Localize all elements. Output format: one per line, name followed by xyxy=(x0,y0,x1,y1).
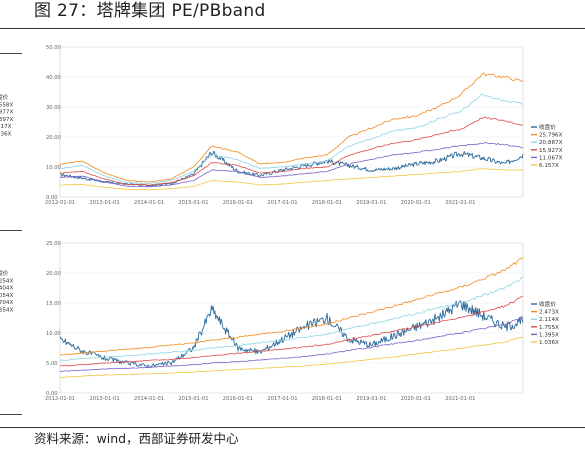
clipped-legend-text: 817X xyxy=(0,124,12,130)
x-tick-label: 2020-01-01 xyxy=(401,200,431,206)
legend-label: 2.114X xyxy=(539,317,559,323)
band-series-line xyxy=(59,257,524,356)
clipped-legend-text: .354X xyxy=(0,308,13,314)
plot-area xyxy=(59,46,524,198)
figure-title: 图 27：塔牌集团 PE/PBband xyxy=(34,1,266,21)
price-series-line xyxy=(59,300,524,369)
legend-label: 20.887X xyxy=(539,140,563,146)
legend-label: 收盘价 xyxy=(539,123,556,131)
legend-label: 6.157X xyxy=(539,163,559,169)
left-divider xyxy=(0,53,22,54)
x-tick-label: 2015-01-01 xyxy=(178,200,208,206)
band-series-line xyxy=(59,116,524,186)
clipped-legend-text: 盘价 xyxy=(0,93,9,101)
band-series-line xyxy=(59,276,524,361)
legend-label: 1.036X xyxy=(539,340,559,346)
x-tick-label: 2014-01-01 xyxy=(134,200,164,206)
clipped-legend-text: .558X xyxy=(0,102,13,108)
y-tick-label: 15.00 xyxy=(46,301,61,307)
legend-label: 15.927X xyxy=(539,148,563,154)
x-tick-label: 2017-01-01 xyxy=(267,200,297,206)
band-series-line xyxy=(59,93,524,184)
clipped-legend-text: .977X xyxy=(0,110,13,116)
clipped-legend-text: 盘价 xyxy=(0,269,9,277)
clipped-legend-text: .404X xyxy=(0,286,13,292)
legend-label: 25.796X xyxy=(539,133,563,139)
source-note: 资料来源：wind，西部证券研发中心 xyxy=(34,431,239,446)
band-series-line xyxy=(59,72,524,183)
clipped-legend-text: .054X xyxy=(0,293,13,299)
legend-label: 11.067X xyxy=(539,155,563,161)
legend-label: 收盘价 xyxy=(539,300,556,308)
band-series-line xyxy=(59,316,524,372)
x-tick-label: 2014-01-01 xyxy=(134,396,164,402)
x-tick-label: 2012-01-01 xyxy=(45,200,75,206)
x-tick-label: 2019-01-01 xyxy=(356,200,386,206)
legend-label: 1.755X xyxy=(539,325,559,331)
x-tick-label: 2018-01-01 xyxy=(312,396,342,402)
pb-band-chart: 0.00 5.00 10.00 15.00 20.00 25.00 2012-01-01 20… xyxy=(45,241,559,402)
left-divider xyxy=(0,414,22,415)
y-tick-label: 10.00 xyxy=(46,331,61,337)
source-rule xyxy=(0,427,585,428)
clipped-legend-text: .704X xyxy=(0,300,13,306)
clipped-legend-text: .254X xyxy=(0,278,13,284)
x-tick-label: 2017-01-01 xyxy=(267,396,297,402)
clipped-legend-text: .397X xyxy=(0,117,13,123)
x-tick-label: 2018-01-01 xyxy=(312,200,342,206)
band-series-line xyxy=(60,168,524,191)
clipped-legend-text: 236X xyxy=(0,132,12,138)
x-tick-label: 2016-01-01 xyxy=(223,396,253,402)
x-tick-label: 2021-01-01 xyxy=(445,396,475,402)
x-tick-label: 2015-01-01 xyxy=(178,396,208,402)
x-tick-label: 2013-01-01 xyxy=(89,200,119,206)
y-tick-label: 50.00 xyxy=(46,45,61,51)
y-tick-label: 0.00 xyxy=(46,391,58,397)
y-tick-label: 25.00 xyxy=(46,241,61,247)
x-tick-label: 2013-01-01 xyxy=(89,396,119,402)
x-tick-label: 2016-01-01 xyxy=(223,200,253,206)
left-divider xyxy=(0,230,22,231)
plot-area xyxy=(59,242,524,394)
y-tick-label: 20.00 xyxy=(46,271,61,277)
x-tick-label: 2021-01-01 xyxy=(445,200,475,206)
band-series-line xyxy=(59,336,524,378)
band-series-line xyxy=(59,142,524,188)
legend-label: 1.395X xyxy=(539,332,559,338)
y-tick-label: 10.00 xyxy=(46,165,61,171)
title-rule xyxy=(0,28,585,29)
band-series-line xyxy=(59,295,524,367)
y-tick-label: 20.00 xyxy=(46,135,61,141)
x-tick-label: 2019-01-01 xyxy=(356,396,386,402)
y-tick-label: 30.00 xyxy=(46,105,61,111)
legend-label: 2.473X xyxy=(539,310,559,316)
x-tick-label: 2020-01-01 xyxy=(401,396,431,402)
y-tick-label: 40.00 xyxy=(46,75,61,81)
y-tick-label: 5.00 xyxy=(46,361,58,367)
y-tick-label: 0.00 xyxy=(46,195,58,201)
pe-band-chart: 0.00 10.00 20.00 30.00 40.00 50.00 2012-01-01 2… xyxy=(45,45,563,206)
x-tick-label: 2012-01-01 xyxy=(45,396,75,402)
